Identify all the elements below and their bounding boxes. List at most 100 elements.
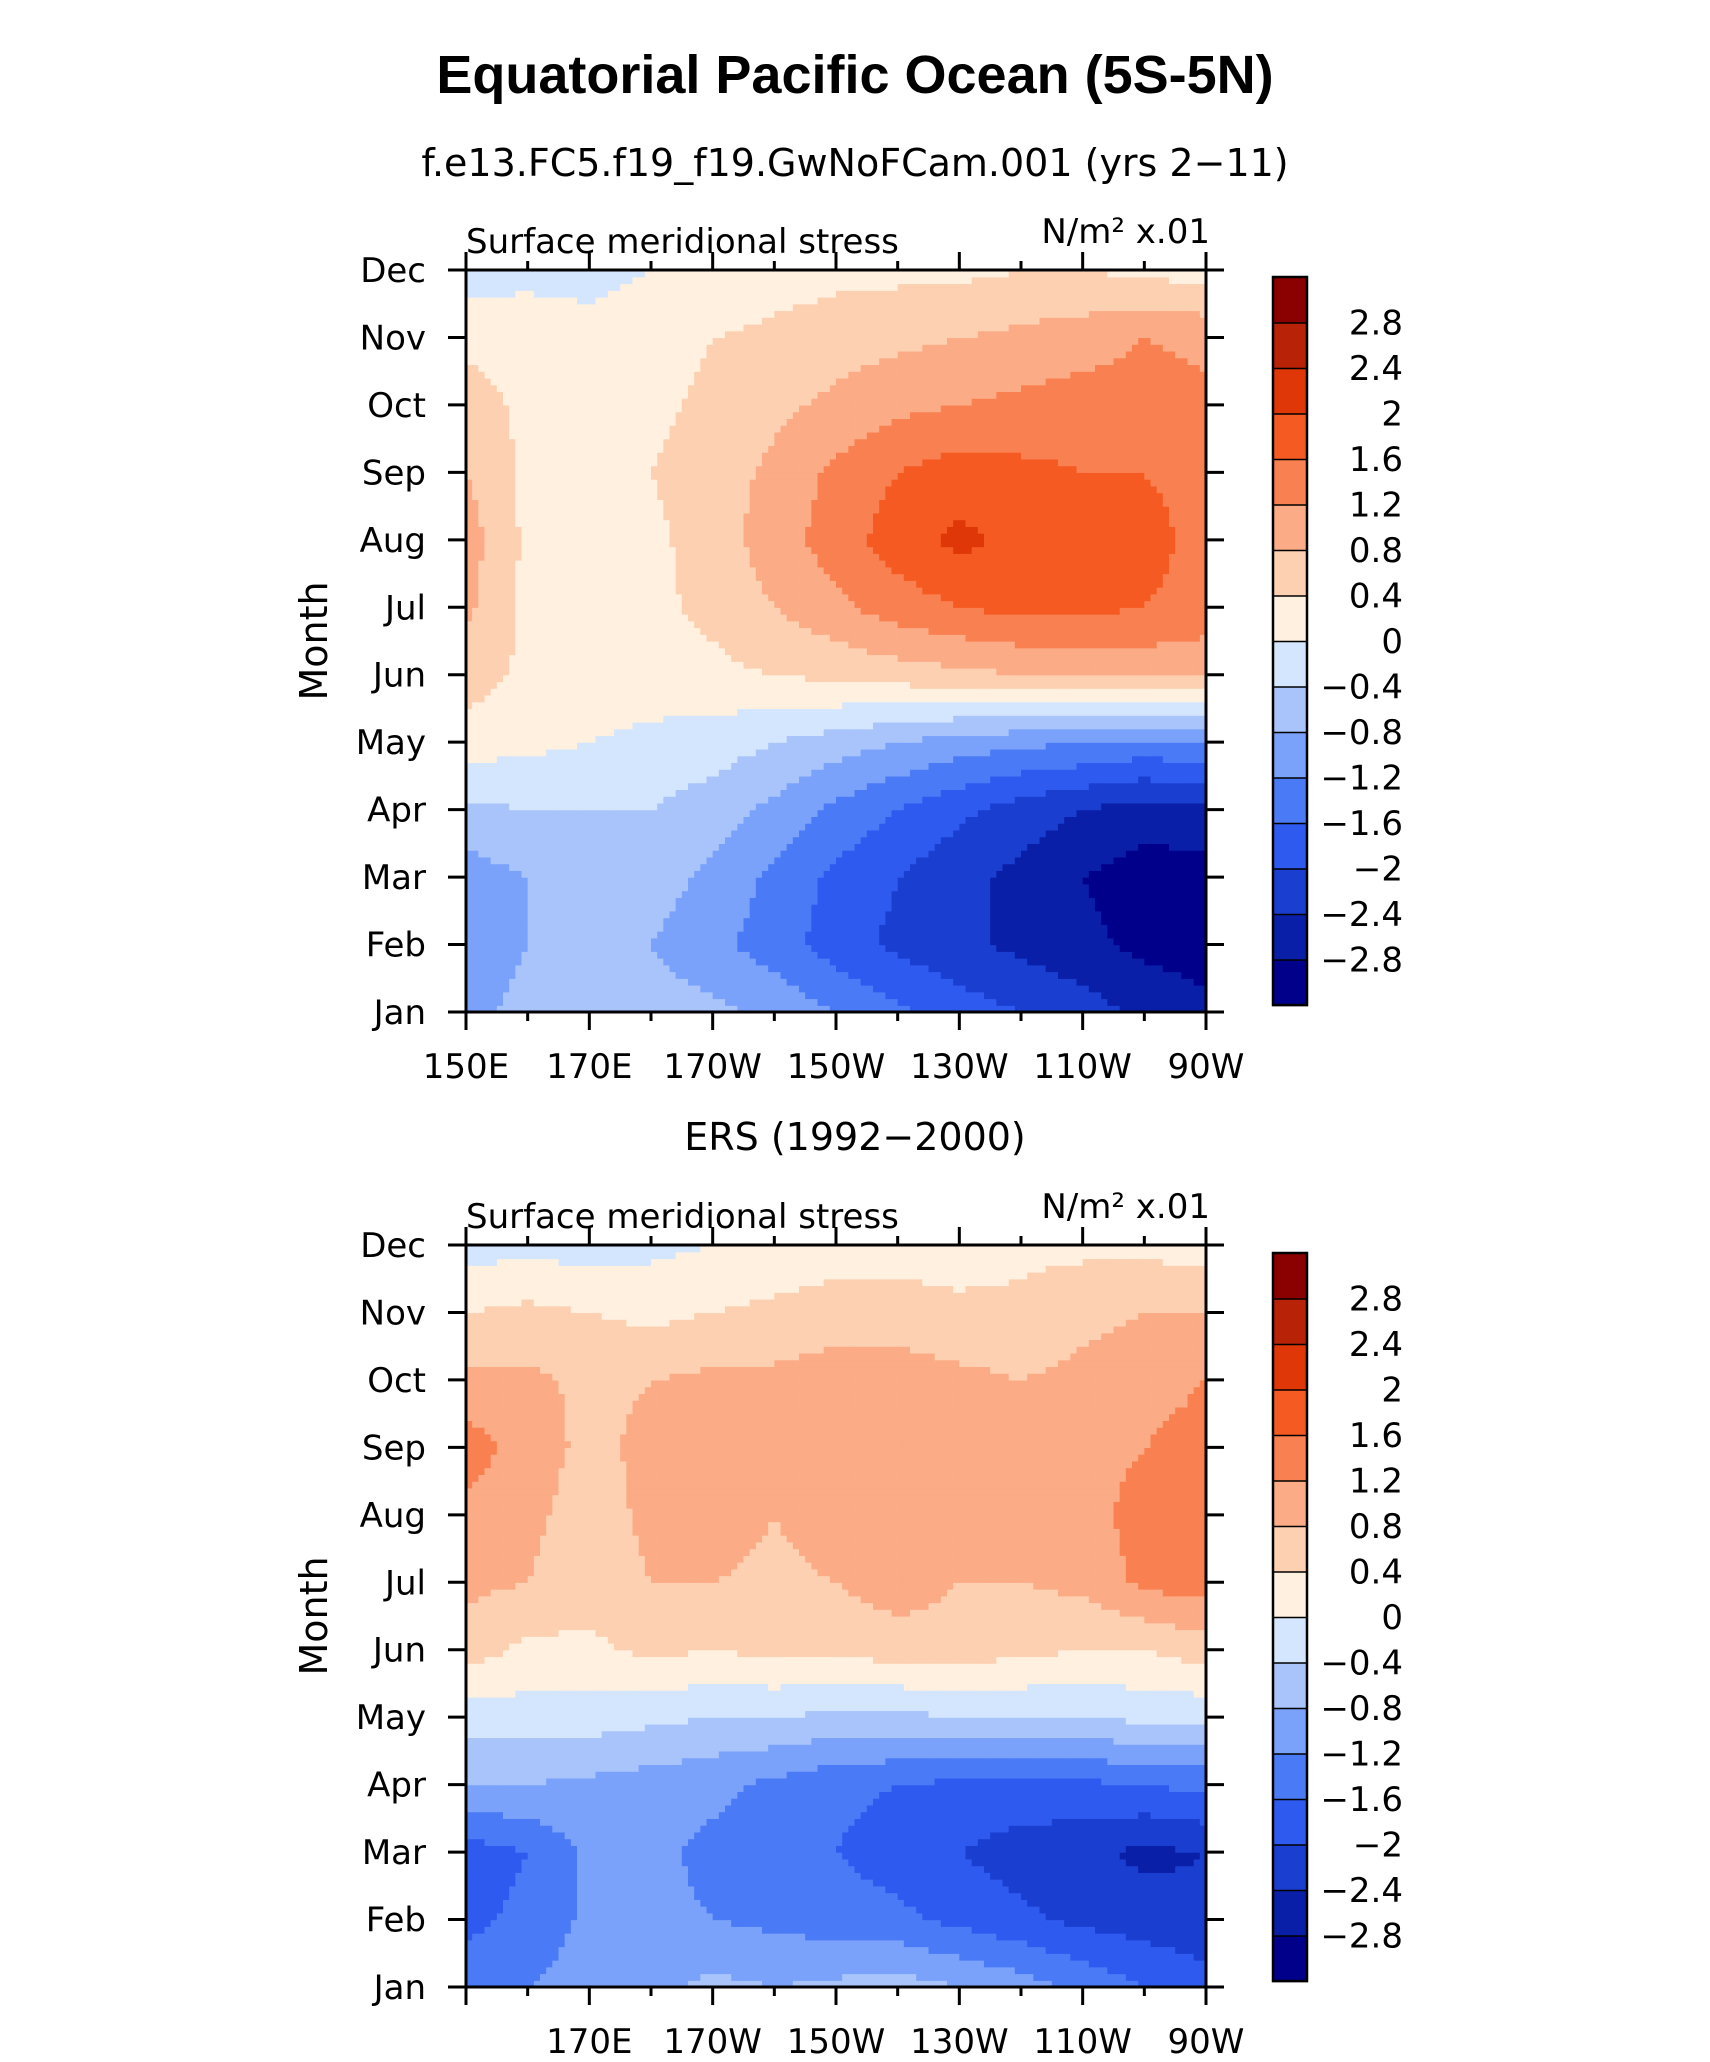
heatmap-cell	[1082, 850, 1090, 858]
heatmap-cell	[1101, 1005, 1108, 1012]
heatmap-cell	[1132, 883, 1139, 892]
heatmap-cell	[515, 769, 523, 777]
heatmap-cell	[688, 782, 695, 790]
heatmap-cell	[589, 910, 597, 919]
heatmap-cell	[1002, 924, 1010, 932]
heatmap-cell	[823, 789, 831, 797]
heatmap-cell	[1064, 964, 1071, 973]
heatmap-cell	[490, 728, 498, 737]
heatmap-cell	[712, 728, 720, 737]
heatmap-cell	[1107, 951, 1115, 959]
heatmap-cell	[1070, 863, 1078, 871]
heatmap-cell	[1132, 944, 1139, 952]
heatmap-cell	[1138, 843, 1145, 851]
heatmap-cell	[1113, 816, 1121, 824]
heatmap-cell	[515, 877, 523, 885]
heatmap-cell	[792, 877, 800, 885]
heatmap-cell	[1088, 991, 1096, 1000]
heatmap-cell	[823, 769, 831, 777]
heatmap-cell	[1162, 1005, 1170, 1012]
heatmap-cell	[1175, 890, 1182, 898]
heatmap-cell	[620, 823, 627, 831]
heatmap-cell	[466, 728, 473, 737]
heatmap-cell	[990, 796, 997, 804]
heatmap-cell	[651, 775, 658, 784]
heatmap-cell	[953, 796, 960, 804]
heatmap-cell	[897, 937, 905, 946]
heatmap-cell	[503, 775, 510, 784]
heatmap-cell	[910, 877, 917, 885]
heatmap-cell	[503, 836, 510, 844]
heatmap-cell	[515, 937, 523, 946]
heatmap-cell	[854, 809, 862, 817]
heatmap-cell	[718, 877, 726, 885]
heatmap-cell	[614, 971, 621, 979]
heatmap-cell	[749, 829, 757, 838]
heatmap-cell	[632, 910, 640, 919]
heatmap-cell	[663, 985, 671, 993]
heatmap-cell	[1144, 850, 1152, 858]
heatmap-cell	[743, 856, 751, 865]
heatmap-cell	[1051, 802, 1059, 811]
heatmap-cell	[848, 917, 856, 925]
heatmap-cell	[496, 843, 504, 851]
heatmap-cell	[1021, 856, 1028, 865]
heatmap-cell	[688, 856, 695, 865]
heatmap-cell	[755, 856, 763, 865]
heatmap-cell	[1021, 796, 1028, 804]
heatmap-cell	[823, 883, 831, 892]
heatmap-cell	[496, 769, 504, 777]
heatmap-cell	[977, 789, 985, 797]
heatmap-cell	[700, 802, 708, 811]
heatmap-cell	[1076, 904, 1084, 912]
heatmap-cell	[1014, 742, 1022, 750]
heatmap-cell	[496, 816, 504, 824]
heatmap-cell	[607, 978, 615, 986]
heatmap-cell	[903, 809, 911, 817]
heatmap-cell	[509, 958, 516, 966]
heatmap-cell	[706, 883, 714, 892]
heatmap-cell	[663, 924, 671, 932]
heatmap-cell	[1033, 823, 1041, 831]
heatmap-cell	[1156, 958, 1164, 966]
heatmap-cell	[1021, 971, 1028, 979]
heatmap-cell	[484, 769, 492, 777]
heatmap-cell	[1008, 802, 1016, 811]
heatmap-cell	[873, 883, 880, 892]
heatmap-cell	[1150, 971, 1158, 979]
heatmap-cell	[842, 998, 849, 1006]
heatmap-cell	[1082, 890, 1090, 898]
heatmap-cell	[1125, 937, 1133, 946]
heatmap-cell	[521, 762, 529, 770]
heatmap-cell	[657, 802, 664, 811]
heatmap-cell	[811, 809, 819, 817]
heatmap-cell	[583, 951, 590, 959]
heatmap-cell	[1193, 796, 1201, 804]
heatmap-cell	[614, 829, 621, 838]
heatmap-cell	[564, 762, 572, 770]
heatmap-cell	[897, 890, 905, 898]
heatmap-cell	[1181, 843, 1189, 851]
heatmap-cell	[657, 877, 664, 885]
heatmap-cell	[780, 998, 788, 1006]
heatmap-cell	[737, 728, 745, 737]
heatmap-cell	[570, 809, 578, 817]
heatmap-cell	[490, 802, 498, 811]
heatmap-cell	[1138, 769, 1145, 777]
heatmap-cell	[1169, 958, 1176, 966]
heatmap-cell	[484, 910, 492, 919]
heatmap-cell	[737, 991, 745, 1000]
heatmap-cell	[811, 897, 819, 905]
heatmap-cell	[755, 782, 763, 790]
heatmap-cell	[614, 917, 621, 925]
heatmap-cell	[515, 762, 523, 770]
heatmap-cell	[472, 937, 479, 946]
heatmap-cell	[552, 978, 560, 986]
heatmap-cell	[829, 883, 837, 892]
heatmap-cell	[503, 728, 510, 737]
heatmap-cell	[749, 931, 757, 939]
heatmap-cell	[472, 890, 479, 898]
heatmap-cell	[712, 843, 720, 851]
heatmap-cell	[657, 762, 664, 770]
heatmap-cell	[1144, 931, 1152, 939]
